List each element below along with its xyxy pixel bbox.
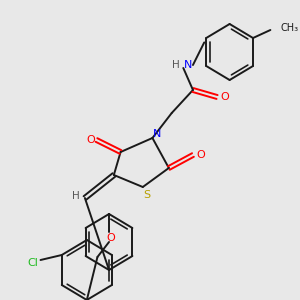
Text: O: O [106,233,115,243]
Text: N: N [153,129,161,139]
Text: O: O [220,92,229,102]
Text: O: O [86,135,95,145]
Text: Cl: Cl [27,258,38,268]
Text: H: H [172,60,179,70]
Text: O: O [196,150,205,160]
Text: CH₃: CH₃ [280,23,298,33]
Text: S: S [143,190,150,200]
Text: N: N [184,60,192,70]
Text: H: H [72,191,80,201]
